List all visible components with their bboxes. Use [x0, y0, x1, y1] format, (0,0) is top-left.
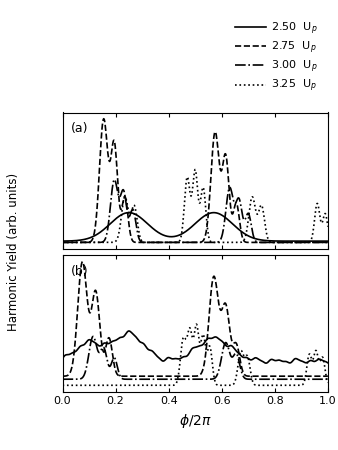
- 2.75  U$_p$: [102, 116, 106, 122]
- 3.00  U$_p$: [217, 238, 221, 244]
- 2.75  U$_p$: [238, 222, 242, 228]
- 3.00  U$_p$: [112, 177, 116, 182]
- 2.50  U$_p$: [127, 210, 131, 216]
- 3.00  U$_p$: [326, 240, 330, 245]
- Line: 2.75  U$_p$: 2.75 U$_p$: [63, 119, 328, 243]
- 2.75  U$_p$: [261, 240, 265, 245]
- Text: Harmonic Yield (arb. units): Harmonic Yield (arb. units): [7, 173, 20, 331]
- 3.25  U$_p$: [61, 240, 65, 245]
- 3.25  U$_p$: [180, 223, 185, 229]
- 3.25  U$_p$: [193, 167, 197, 172]
- 2.75  U$_p$: [326, 240, 330, 245]
- 2.50  U$_p$: [261, 238, 265, 243]
- 3.25  U$_p$: [129, 211, 133, 216]
- 2.75  U$_p$: [129, 235, 133, 240]
- Line: 3.00  U$_p$: 3.00 U$_p$: [63, 180, 328, 243]
- Line: 2.50  U$_p$: 2.50 U$_p$: [63, 213, 328, 241]
- 3.25  U$_p$: [261, 206, 265, 211]
- 2.50  U$_p$: [326, 238, 330, 244]
- 3.00  U$_p$: [181, 240, 185, 245]
- 2.75  U$_p$: [181, 240, 185, 245]
- 3.00  U$_p$: [238, 199, 242, 205]
- 3.25  U$_p$: [326, 224, 330, 230]
- 2.50  U$_p$: [61, 238, 65, 244]
- Text: (b): (b): [71, 265, 88, 278]
- 2.50  U$_p$: [238, 228, 242, 233]
- 2.75  U$_p$: [61, 240, 65, 245]
- 2.50  U$_p$: [129, 210, 133, 216]
- 3.00  U$_p$: [129, 209, 133, 215]
- 3.25  U$_p$: [217, 240, 221, 245]
- 3.25  U$_p$: [238, 240, 242, 245]
- 3.25  U$_p$: [107, 240, 112, 245]
- Legend: 2.50  U$_p$, 2.75  U$_p$, 3.00  U$_p$, 3.25  U$_p$: 2.50 U$_p$, 2.75 U$_p$, 3.00 U$_p$, 3.25…: [230, 16, 322, 99]
- Text: (a): (a): [71, 122, 88, 135]
- 2.75  U$_p$: [217, 161, 221, 166]
- 2.75  U$_p$: [108, 158, 112, 164]
- 3.00  U$_p$: [261, 240, 265, 245]
- X-axis label: $\phi/2\pi$: $\phi/2\pi$: [179, 412, 212, 430]
- 2.50  U$_p$: [217, 211, 221, 216]
- 3.00  U$_p$: [107, 212, 112, 217]
- Line: 3.25  U$_p$: 3.25 U$_p$: [63, 170, 328, 243]
- 2.50  U$_p$: [181, 230, 185, 236]
- 2.50  U$_p$: [107, 222, 112, 227]
- 3.00  U$_p$: [61, 240, 65, 245]
